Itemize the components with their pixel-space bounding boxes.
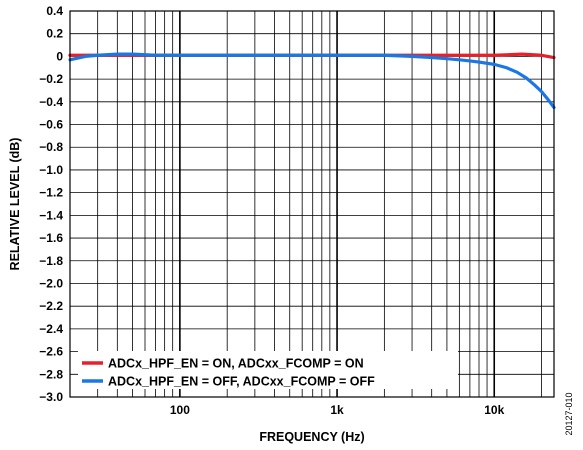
plot-frame xyxy=(70,11,554,397)
y-axis-label: RELATIVE LEVEL (dB) xyxy=(8,138,22,271)
y-tick-label: −1.8 xyxy=(39,254,63,268)
y-tick-labels: 0.4 0.2 0 −0.2 −0.4 −0.6 −0.8 −1.0 −1.2 −1.4 −1.6 −… xyxy=(39,4,63,404)
x-tick-labels: 100 1k 10k xyxy=(170,403,505,417)
grid xyxy=(70,11,554,397)
x-tick-label: 10k xyxy=(484,403,504,417)
y-tick-label: −1.4 xyxy=(39,208,63,222)
y-tick-label: −1.0 xyxy=(39,163,63,177)
y-tick-label: −1.6 xyxy=(39,231,63,245)
y-tick-label: −0.6 xyxy=(39,118,63,132)
y-tick-label: −2.6 xyxy=(39,345,63,359)
y-tick-label: 0.2 xyxy=(46,27,63,41)
y-tick-label: −0.8 xyxy=(39,140,63,154)
legend-label-1: ADCx_HPF_EN = ON, ADCxx_FCOMP = ON xyxy=(108,357,364,371)
series-lines xyxy=(70,54,554,107)
figure-id: 20127-010 xyxy=(564,392,574,435)
legend: ADCx_HPF_EN = ON, ADCxx_FCOMP = ON ADCx_H… xyxy=(78,351,458,389)
y-tick-label: −0.4 xyxy=(39,95,63,109)
y-tick-label: 0.4 xyxy=(46,4,63,18)
legend-label-2: ADCx_HPF_EN = OFF, ADCxx_FCOMP = OFF xyxy=(108,375,375,389)
x-tick-label: 1k xyxy=(330,403,344,417)
x-axis-label: FREQUENCY (Hz) xyxy=(259,430,364,444)
y-tick-label: −0.2 xyxy=(39,72,63,86)
y-tick-label: −1.2 xyxy=(39,186,63,200)
y-tick-label: −2.0 xyxy=(39,276,63,290)
y-tick-label: −2.8 xyxy=(39,367,63,381)
y-tick-label: −2.4 xyxy=(39,322,63,336)
y-tick-label: 0 xyxy=(56,49,63,63)
y-tick-label: −3.0 xyxy=(39,390,63,404)
x-tick-label: 100 xyxy=(170,403,190,417)
y-tick-label: −2.2 xyxy=(39,299,63,313)
series-line-2 xyxy=(70,54,554,107)
